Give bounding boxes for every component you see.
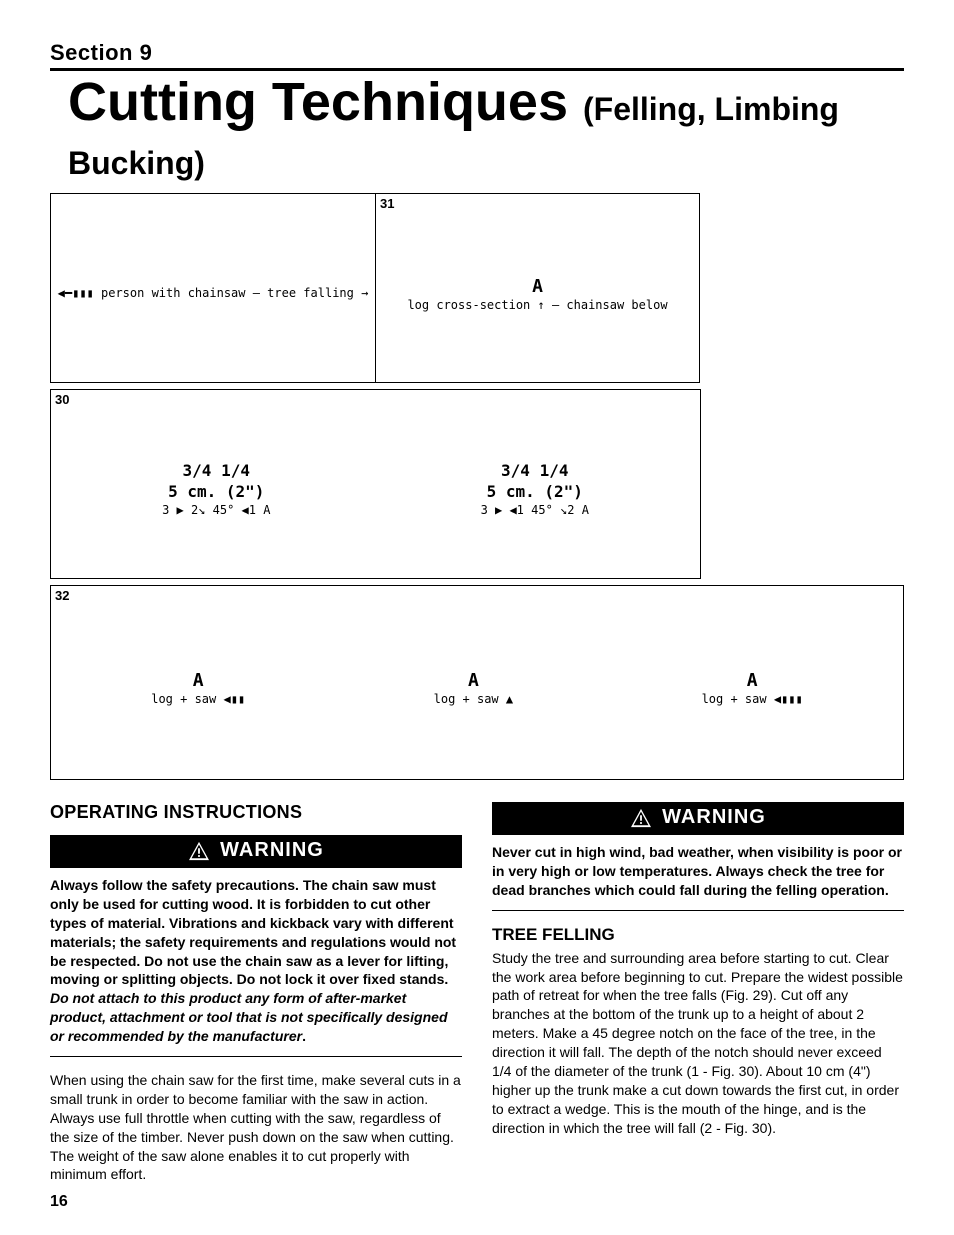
figure-31-content: A log cross-section ↑ — chainsaw below xyxy=(376,194,699,382)
operating-instructions-heading: OPERATING INSTRUCTIONS xyxy=(50,802,462,823)
tree-felling-heading: TREE FELLING xyxy=(492,925,904,945)
figure-30-left: 3/4 1/4 5 cm. (2") 3 ▶ 2↘ 45° ◀1 A xyxy=(162,461,270,518)
figure-32-panel-3: A log + saw ◀▮▮▮ xyxy=(702,669,803,708)
column-right: WARNING Never cut in high wind, bad weat… xyxy=(492,802,904,1184)
figure-32-panel-1: A log + saw ◀▮▮ xyxy=(151,669,245,708)
warning-triangle-icon xyxy=(188,841,210,861)
column-left: OPERATING INSTRUCTIONS WARNING Always fo… xyxy=(50,802,462,1184)
body-text-right: Study the tree and surrounding area befo… xyxy=(492,949,904,1138)
figure-30-content: 3/4 1/4 5 cm. (2") 3 ▶ 2↘ 45° ◀1 A 3/4 1… xyxy=(51,390,700,578)
figure-30-right: 3/4 1/4 5 cm. (2") 3 ▶ ◀1 45° ↘2 A xyxy=(481,461,589,518)
divider-left xyxy=(50,1056,462,1057)
title-main: Cutting Techniques xyxy=(68,72,568,132)
warning-label-left: WARNING xyxy=(220,839,324,862)
figure-30: 30 3/4 1/4 5 cm. (2") 3 ▶ 2↘ 45° ◀1 A 3/… xyxy=(50,389,701,579)
figure-top-left-content: ◀━▮▮▮ person with chainsaw — tree fallin… xyxy=(51,194,375,382)
figure-top-left: ◀━▮▮▮ person with chainsaw — tree fallin… xyxy=(50,193,375,383)
warning-text-right: Never cut in high wind, bad weather, whe… xyxy=(492,843,904,900)
section-label: Section 9 xyxy=(50,40,904,66)
page-number: 16 xyxy=(50,1193,68,1211)
figure-row-3: 32 A log + saw ◀▮▮ A log + saw ▲ A log +… xyxy=(50,585,904,780)
divider-right xyxy=(492,910,904,911)
figure-row-1: ◀━▮▮▮ person with chainsaw — tree fallin… xyxy=(50,193,904,383)
figure-31: 31 A log cross-section ↑ — chainsaw belo… xyxy=(375,193,700,383)
section-rule xyxy=(50,68,904,71)
warning-text-left: Always follow the safety precautions. Th… xyxy=(50,876,462,1046)
figure-32-content: A log + saw ◀▮▮ A log + saw ▲ A log + sa… xyxy=(51,586,903,779)
body-text-left: When using the chain saw for the first t… xyxy=(50,1071,462,1184)
figure-32: 32 A log + saw ◀▮▮ A log + saw ▲ A log +… xyxy=(50,585,904,780)
warning-triangle-icon xyxy=(630,808,652,828)
figures-block: ◀━▮▮▮ person with chainsaw — tree fallin… xyxy=(50,193,904,780)
warning-bar-right: WARNING xyxy=(492,802,904,835)
figure-32-panel-2: A log + saw ▲ xyxy=(434,669,513,708)
page-title: Cutting Techniques (Felling, Limbing Buc… xyxy=(68,75,904,183)
text-columns: OPERATING INSTRUCTIONS WARNING Always fo… xyxy=(50,802,904,1184)
figure-row-2: 30 3/4 1/4 5 cm. (2") 3 ▶ 2↘ 45° ◀1 A 3/… xyxy=(50,389,904,579)
warning-bar-left: WARNING xyxy=(50,835,462,868)
warning-label-right: WARNING xyxy=(662,806,766,829)
